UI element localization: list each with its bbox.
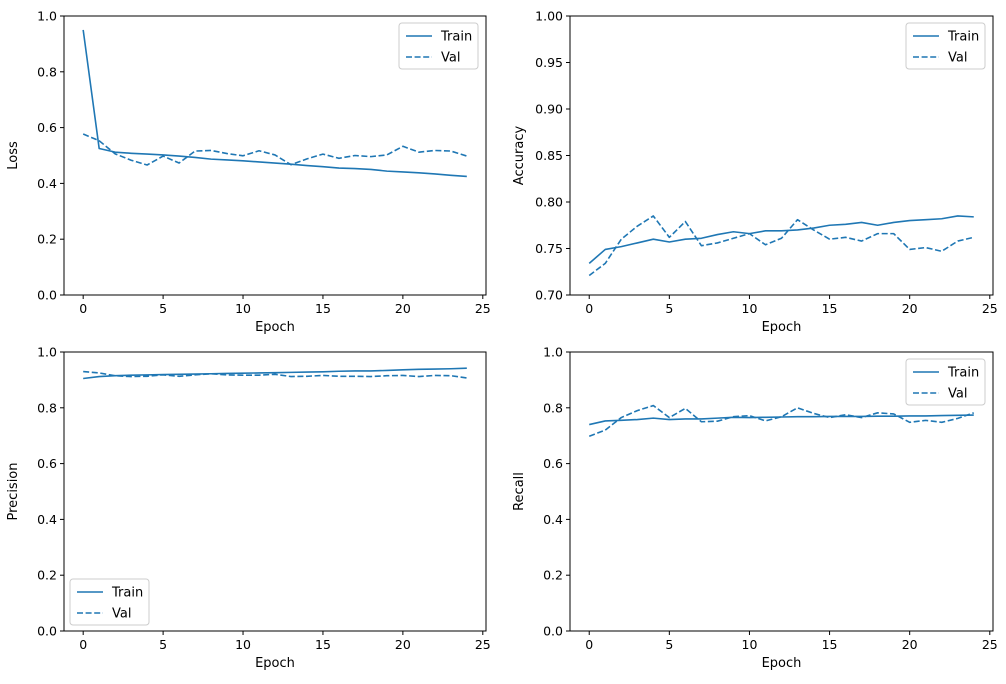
- x-tick-label: 25: [475, 637, 491, 652]
- legend: Train Val: [398, 22, 479, 70]
- y-tick-label: 0.90: [535, 102, 563, 117]
- chart-panel-2: 0 5 10 15 20 25 0.70 0.75 0.80 0.85 0.90 0.95 1.00 Ep…: [512, 9, 998, 336]
- x-tick-label: 25: [982, 301, 998, 316]
- x-tick-label: 15: [315, 637, 331, 652]
- x-tick-label: 5: [159, 301, 167, 316]
- x-tick-label: 5: [665, 301, 673, 316]
- legend-label-train: Train: [947, 366, 979, 381]
- y-tick-label: 0.0: [37, 288, 57, 303]
- y-tick-label: 0.4: [37, 176, 57, 191]
- x-tick-label: 20: [902, 301, 918, 316]
- y-tick-label: 0.8: [37, 400, 57, 415]
- series-line-train: [82, 29, 467, 178]
- plot-frame: [63, 351, 487, 632]
- legend-label-val: Val: [948, 387, 967, 402]
- x-tick-label: 10: [235, 637, 251, 652]
- x-tick-label: 10: [742, 301, 758, 316]
- y-tick-label: 0.6: [37, 456, 57, 471]
- x-axis-label: Epoch: [762, 320, 802, 335]
- legend-label-val: Val: [112, 607, 131, 622]
- y-tick-label: 0.8: [543, 400, 563, 415]
- chart-panel-1: 0 5 10 15 20 25 0.0 0.2 0.4 0.6 0.8 1.0 Epoch Loss Tra…: [6, 9, 491, 336]
- y-tick-label: 1.0: [543, 345, 563, 360]
- y-axis-label: Loss: [6, 141, 21, 170]
- y-tick-label: 0.8: [37, 64, 57, 79]
- plot-frame: [569, 351, 994, 632]
- series-line-train: [589, 414, 974, 426]
- y-tick-label: 0.75: [535, 241, 563, 256]
- x-tick-label: 0: [585, 637, 593, 652]
- y-tick-label: 0.0: [543, 624, 563, 639]
- y-tick-label: 0.6: [543, 456, 563, 471]
- y-tick-label: 0.80: [535, 195, 563, 210]
- y-tick-label: 0.4: [37, 512, 57, 527]
- x-axis-label: Epoch: [255, 320, 295, 335]
- x-tick-label: 0: [79, 637, 87, 652]
- x-tick-label: 15: [822, 301, 838, 316]
- x-tick-label: 10: [235, 301, 251, 316]
- chart-panel-4: 0 5 10 15 20 25 0.0 0.2 0.4 0.6 0.8 1.0 Epoch Recall T…: [512, 345, 998, 672]
- y-tick-label: 0.6: [37, 120, 57, 135]
- y-tick-label: 0.2: [543, 568, 563, 583]
- y-tick-label: 1.00: [535, 9, 563, 24]
- series-line-val: [82, 133, 468, 166]
- plot-frame: [569, 15, 994, 296]
- y-tick-label: 0.2: [37, 232, 57, 247]
- y-tick-label: 1.0: [37, 345, 57, 360]
- y-axis-label: Accuracy: [512, 126, 527, 186]
- chart-panel-3: 0 5 10 15 20 25 0.0 0.2 0.4 0.6 0.8 1.0 Epoch Precisi…: [6, 345, 491, 672]
- x-tick-label: 5: [159, 637, 167, 652]
- y-tick-label: 0.95: [535, 55, 563, 70]
- legend: Train Val: [905, 358, 986, 406]
- series-line-train: [83, 367, 467, 380]
- y-tick-label: 0.85: [535, 148, 563, 163]
- x-tick-label: 15: [822, 637, 838, 652]
- y-tick-label: 0.2: [37, 568, 57, 583]
- x-tick-label: 10: [742, 637, 758, 652]
- legend-label-train: Train: [111, 586, 143, 601]
- x-tick-label: 25: [475, 301, 491, 316]
- y-tick-label: 0.0: [37, 624, 57, 639]
- legend-label-val: Val: [441, 51, 460, 66]
- series-line-val: [588, 215, 974, 277]
- series-line-val: [588, 404, 975, 438]
- y-axis-label: Recall: [512, 472, 527, 511]
- x-axis-label: Epoch: [762, 656, 802, 671]
- x-tick-label: 20: [395, 301, 411, 316]
- legend: Train Val: [69, 578, 150, 626]
- series-line-val: [83, 370, 467, 379]
- y-axis-label: Precision: [6, 462, 21, 520]
- series-line-train: [588, 215, 974, 264]
- y-tick-label: 0.4: [543, 512, 563, 527]
- legend-label-train: Train: [440, 30, 472, 45]
- y-tick-label: 0.70: [535, 288, 563, 303]
- legend: Train Val: [905, 22, 986, 70]
- y-tick-label: 1.0: [37, 9, 57, 24]
- x-tick-label: 25: [982, 637, 998, 652]
- x-tick-label: 20: [902, 637, 918, 652]
- x-tick-label: 5: [665, 637, 673, 652]
- x-tick-label: 15: [315, 301, 331, 316]
- x-tick-label: 20: [395, 637, 411, 652]
- legend-label-val: Val: [948, 51, 967, 66]
- plot-frame: [63, 15, 487, 296]
- legend-label-train: Train: [947, 30, 979, 45]
- x-tick-label: 0: [79, 301, 87, 316]
- x-tick-label: 0: [585, 301, 593, 316]
- x-axis-label: Epoch: [255, 656, 295, 671]
